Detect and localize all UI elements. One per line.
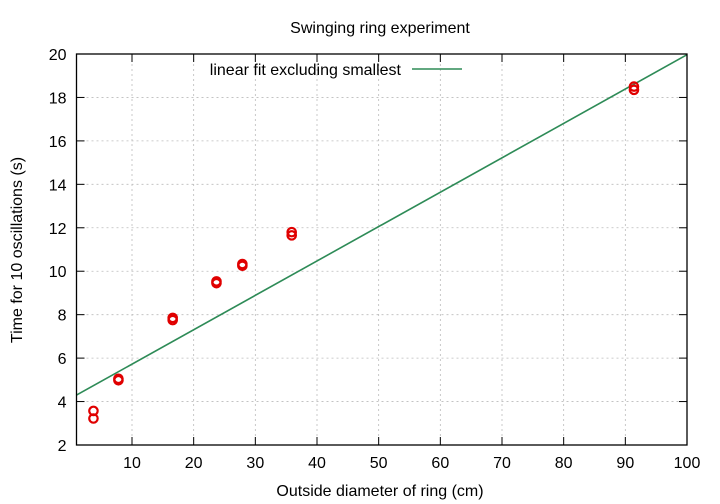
x-tick-label: 20 [185,455,203,472]
x-tick-label: 40 [308,455,326,472]
data-point [113,373,124,385]
data-point [237,258,248,270]
y-axis-label: Time for 10 oscillations (s) [9,157,26,343]
y-tick-label: 12 [49,221,67,238]
data-point [211,276,222,287]
data-point [167,312,178,324]
plot-frame [75,53,688,446]
x-tick-label: 80 [555,455,573,472]
legend-label: linear fit excluding smallest [210,62,402,79]
data-point [628,84,640,96]
data-points [88,81,640,424]
fit-line [76,53,688,396]
x-tick-label: 50 [370,455,388,472]
x-tick-label: 30 [246,455,264,472]
x-tick-label: 100 [674,455,701,472]
legend: linear fit excluding smallest [210,62,462,79]
x-tick-label: 60 [431,455,449,472]
x-tick-label: 90 [616,455,634,472]
y-tick-label: 16 [49,134,67,151]
chart-title: Swinging ring experiment [290,20,470,37]
y-tick-label: 4 [58,395,67,412]
y-tick-label: 6 [58,351,67,368]
fit-line-group [76,53,688,396]
x-axis-label: Outside diameter of ring (cm) [276,483,483,500]
y-tick-label: 8 [58,308,67,325]
grid [76,54,687,445]
y-tick-label: 18 [49,90,67,107]
x-tick-label: 70 [493,455,511,472]
y-axis-ticks: 2 4 6 8 10 12 14 16 18 20 [49,47,687,455]
data-point [628,81,640,92]
y-tick-label: 20 [49,47,67,64]
y-tick-label: 14 [49,177,67,194]
y-tick-label: 2 [58,438,67,455]
x-axis-ticks: 10 20 30 40 50 60 70 80 90 100 [123,54,700,472]
x-tick-label: 10 [123,455,141,472]
data-point [88,413,99,424]
data-point [286,226,298,238]
y-tick-label: 10 [49,264,67,281]
data-point [286,230,298,241]
